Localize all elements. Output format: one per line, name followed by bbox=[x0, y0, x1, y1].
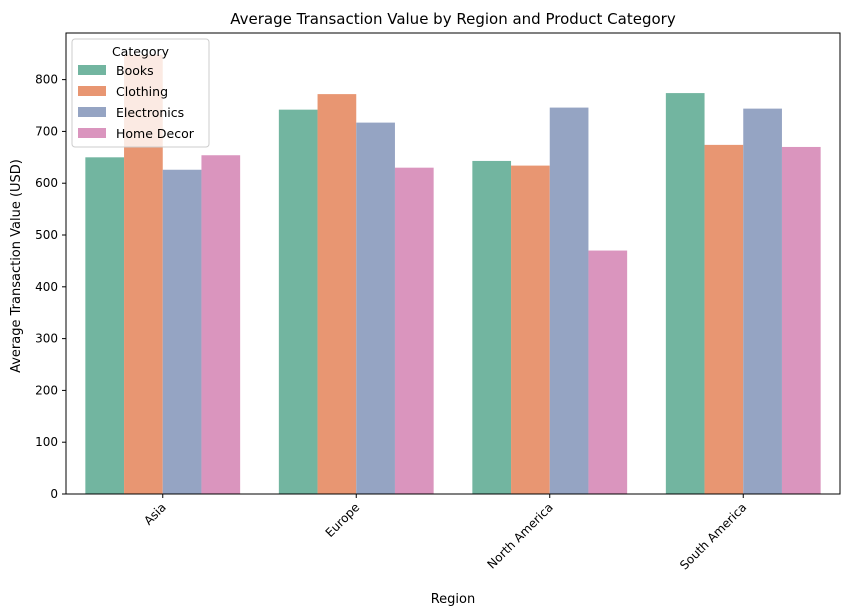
legend-label-books: Books bbox=[116, 63, 154, 78]
bar-south-america-books bbox=[665, 93, 705, 495]
y-axis: 0 100 200 300 400 500 600 700 800 bbox=[35, 73, 66, 501]
y-axis-label: Average Transaction Value (USD) bbox=[9, 159, 24, 373]
bar-europe-clothing bbox=[317, 94, 357, 495]
legend-label-electronics: Electronics bbox=[116, 105, 184, 120]
y-tick-label: 100 bbox=[35, 435, 58, 449]
bar-europe-home-decor bbox=[394, 167, 434, 494]
plot-frame bbox=[65, 32, 841, 495]
legend: Category Books Clothing Electronics Home De… bbox=[71, 38, 210, 148]
legend-swatch-books bbox=[78, 65, 106, 75]
x-tick-label: Asia bbox=[141, 500, 169, 528]
bar-europe-electronics bbox=[356, 122, 395, 495]
y-tick-label: 600 bbox=[35, 176, 58, 190]
y-tick-label: 200 bbox=[35, 383, 58, 397]
bar-south-america-home-decor bbox=[781, 146, 821, 494]
legend-label-clothing: Clothing bbox=[116, 84, 168, 99]
y-tick-label: 300 bbox=[35, 332, 58, 346]
x-tick-label: South America bbox=[677, 500, 749, 572]
bar-europe-books bbox=[278, 109, 318, 494]
y-tick-label: 700 bbox=[35, 124, 58, 138]
x-tick-label: Europe bbox=[323, 500, 363, 540]
bar-north-america-clothing bbox=[511, 165, 550, 495]
x-axis-label: Region bbox=[431, 592, 476, 607]
bar-south-america-clothing bbox=[704, 144, 744, 494]
legend-title: Category bbox=[112, 44, 170, 59]
y-tick-label: 800 bbox=[35, 73, 58, 87]
bar-north-america-books bbox=[472, 160, 512, 495]
bar-north-america-home-decor bbox=[588, 250, 628, 494]
legend-swatch-home-decor bbox=[78, 128, 106, 138]
y-tick-label: 400 bbox=[35, 280, 58, 294]
legend-swatch-clothing bbox=[78, 86, 106, 96]
bar-asia-home-decor bbox=[201, 155, 241, 495]
bar-south-america-electronics bbox=[743, 108, 782, 494]
legend-label-home-decor: Home Decor bbox=[116, 126, 195, 141]
x-tick-label: North America bbox=[485, 500, 556, 571]
bar-north-america-electronics bbox=[549, 107, 589, 495]
legend-swatch-electronics bbox=[78, 107, 106, 117]
x-axis: Asia Europe North America South America bbox=[141, 494, 749, 572]
legend-box bbox=[71, 38, 210, 148]
y-tick-label: 0 bbox=[50, 487, 58, 501]
chart-title: Average Transaction Value by Region and … bbox=[230, 10, 676, 28]
bar-asia-books bbox=[85, 157, 125, 494]
y-tick-label: 500 bbox=[35, 228, 58, 242]
bar-asia-electronics bbox=[162, 169, 202, 494]
